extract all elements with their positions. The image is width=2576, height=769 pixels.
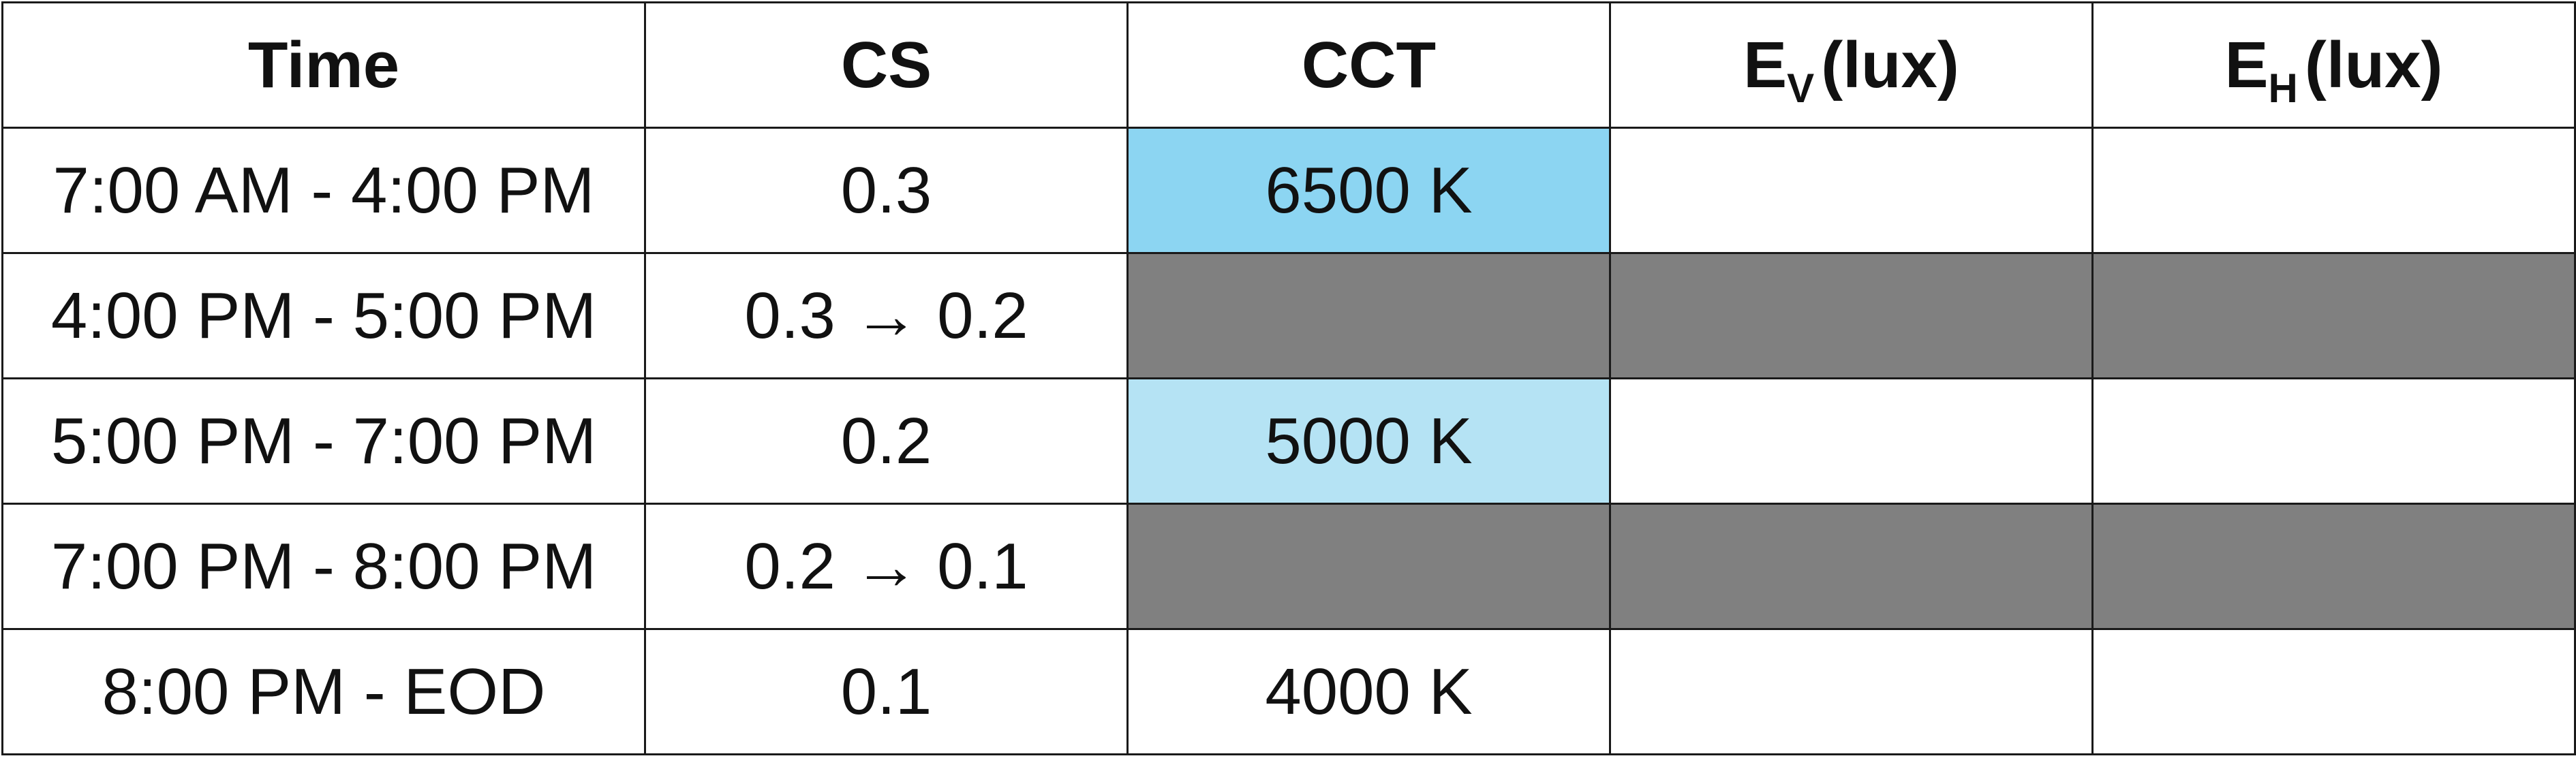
cs-cell: 0.3: [644, 127, 1129, 254]
cct-cell: 6500 K: [1126, 127, 1611, 254]
ev-cell: [1609, 252, 2094, 379]
header-eh: EH (lux): [2091, 1, 2576, 129]
eh-cell: [2091, 127, 2576, 254]
header-cs: CS: [644, 1, 1129, 129]
time-cell: 8:00 PM - EOD: [1, 628, 646, 755]
eh-cell: [2091, 377, 2576, 505]
cct-cell: [1126, 503, 1611, 630]
table-row: 4:00 PM - 5:00 PM 0.3 → 0.2: [1, 252, 2576, 379]
ev-cell: [1609, 377, 2094, 505]
header-eh-subscript: H: [2268, 65, 2298, 111]
time-cell: 7:00 PM - 8:00 PM: [1, 503, 646, 630]
cs-cell: 0.3 → 0.2: [644, 252, 1129, 379]
table-row: 7:00 PM - 8:00 PM 0.2 → 0.1: [1, 503, 2576, 630]
header-ev: EV (lux): [1609, 1, 2094, 129]
header-row: Time CS CCT EV (lux) EH (lux): [1, 1, 2576, 129]
eh-cell: [2091, 628, 2576, 755]
header-time: Time: [1, 1, 646, 129]
header-ev-subscript: V: [1787, 65, 1815, 111]
ev-cell: [1609, 503, 2094, 630]
header-eh-unit: (lux): [2304, 28, 2443, 101]
eh-cell: [2091, 252, 2576, 379]
table-row: 8:00 PM - EOD 0.1 4000 K: [1, 628, 2576, 755]
cct-cell: 5000 K: [1126, 377, 1611, 505]
cs-cell: 0.2: [644, 377, 1129, 505]
ev-cell: [1609, 628, 2094, 755]
header-ev-main: E: [1743, 28, 1788, 101]
table-row: 7:00 AM - 4:00 PM 0.3 6500 K: [1, 127, 2576, 254]
cct-cell: 4000 K: [1126, 628, 1611, 755]
table-row: 5:00 PM - 7:00 PM 0.2 5000 K: [1, 377, 2576, 505]
header-ev-unit: (lux): [1821, 28, 1959, 101]
header-cct: CCT: [1126, 1, 1611, 129]
time-cell: 4:00 PM - 5:00 PM: [1, 252, 646, 379]
time-cell: 7:00 AM - 4:00 PM: [1, 127, 646, 254]
cs-cell: 0.2 → 0.1: [644, 503, 1129, 630]
time-cell: 5:00 PM - 7:00 PM: [1, 377, 646, 505]
eh-cell: [2091, 503, 2576, 630]
cs-cell: 0.1: [644, 628, 1129, 755]
ev-cell: [1609, 127, 2094, 254]
header-eh-main: E: [2224, 28, 2269, 101]
cct-cell: [1126, 252, 1611, 379]
